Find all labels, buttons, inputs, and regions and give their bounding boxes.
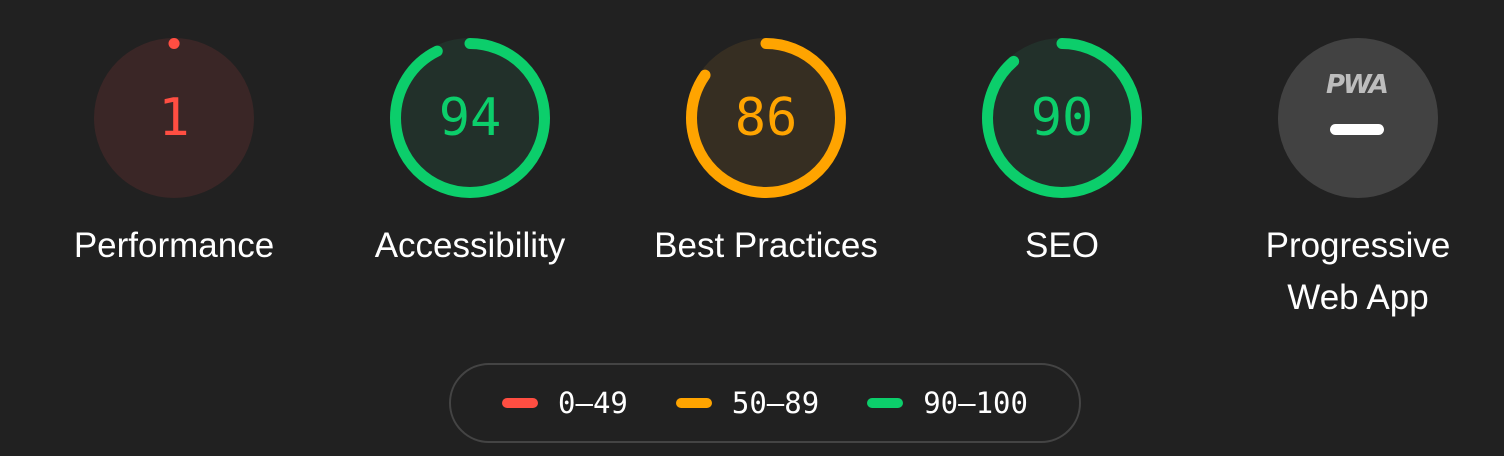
gauge-progress xyxy=(982,38,1142,198)
legend-range: 0–49 xyxy=(558,386,628,420)
orange-swatch-icon xyxy=(675,398,712,408)
gauge-label: Accessibility xyxy=(374,226,566,265)
gauge-score: 90 xyxy=(1030,88,1094,148)
gauge-arc-icon xyxy=(686,38,846,198)
pwa-badge-icon xyxy=(1278,38,1438,198)
gauge-arc-icon xyxy=(94,38,254,198)
gauge-progress xyxy=(390,38,550,198)
gauge-seo[interactable]: 90 SEO xyxy=(942,38,1182,272)
legend-range: 90–100 xyxy=(923,386,1028,420)
score-legend: 0–49 50–89 90–100 xyxy=(449,363,1081,443)
pwa-logo: PWA xyxy=(1326,70,1389,100)
gauge-score: 86 xyxy=(734,88,798,148)
legend-item-average: 50–89 xyxy=(675,386,820,420)
gauge-pwa[interactable]: PWA Progressive Web App xyxy=(1238,38,1478,324)
red-swatch-icon xyxy=(502,398,539,408)
legend-range: 50–89 xyxy=(731,386,820,420)
gauge-label: SEO xyxy=(1025,226,1099,265)
gauge-best-practices[interactable]: 86 Best Practices xyxy=(646,38,886,272)
gauge-arc-icon xyxy=(390,38,550,198)
gauge-label: Performance xyxy=(73,226,275,265)
gauge-progress xyxy=(686,38,846,198)
gauge-progress xyxy=(94,38,254,198)
legend-item-pass: 90–100 xyxy=(867,386,1028,420)
gauge-label: Best Practices xyxy=(654,226,878,265)
gauge-score: 1 xyxy=(158,88,190,148)
gauge-performance[interactable]: 1 Performance xyxy=(54,38,294,272)
gauge-accessibility[interactable]: 94 Accessibility xyxy=(350,38,590,272)
green-swatch-icon xyxy=(867,398,904,408)
gauge-arc-icon xyxy=(982,38,1142,198)
gauge-label: Progressive Web App xyxy=(1265,226,1451,317)
dash-icon xyxy=(1330,124,1384,135)
gauge-score: 94 xyxy=(438,88,502,148)
legend-item-fail: 0–49 xyxy=(502,386,628,420)
